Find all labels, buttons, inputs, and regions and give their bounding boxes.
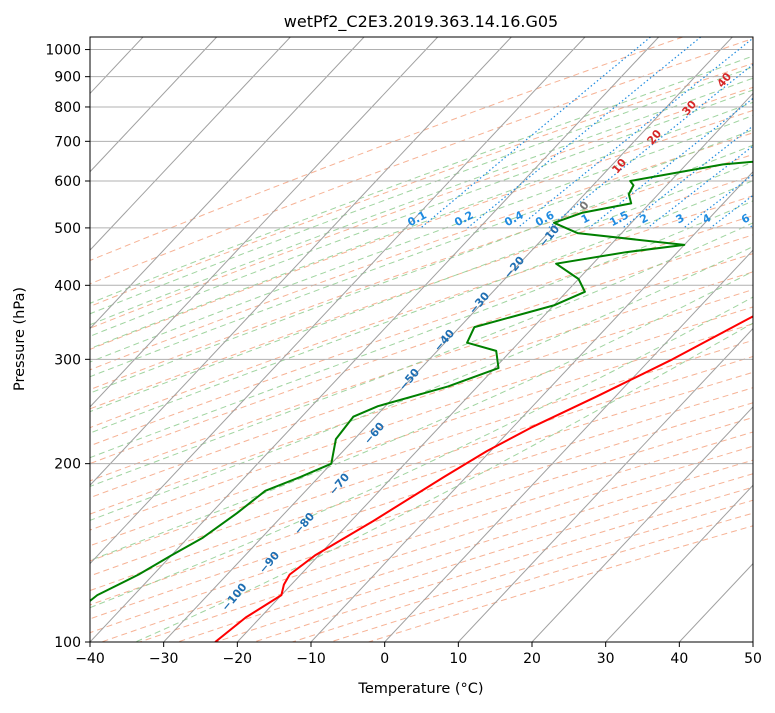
x-tick-label: 40: [670, 651, 688, 667]
x-tick-label: 0: [380, 651, 389, 667]
y-tick-label: 900: [54, 70, 81, 86]
y-tick-label: 600: [54, 174, 81, 190]
x-tick-label: −30: [149, 651, 179, 667]
y-tick-label: 400: [54, 278, 81, 294]
chart-title: wetPf2_C2E3.2019.363.14.16.G05: [284, 12, 558, 32]
x-tick-label: −10: [296, 651, 326, 667]
x-tick-label: 30: [597, 651, 615, 667]
y-tick-label: 500: [54, 221, 81, 237]
x-axis-title: Temperature (°C): [357, 681, 483, 697]
x-tick-label: 10: [449, 651, 467, 667]
y-tick-label: 300: [54, 352, 81, 368]
x-tick-label: −20: [223, 651, 253, 667]
y-tick-label: 200: [54, 457, 81, 473]
y-tick-label: 700: [54, 134, 81, 150]
y-tick-label: 100: [54, 635, 81, 651]
y-tick-label: 1000: [45, 43, 81, 59]
x-tick-label: 20: [523, 651, 541, 667]
x-tick-label: −40: [75, 651, 105, 667]
y-tick-label: 800: [54, 100, 81, 116]
x-tick-label: 50: [744, 651, 762, 667]
y-axis-title: Pressure (hPa): [12, 287, 28, 391]
